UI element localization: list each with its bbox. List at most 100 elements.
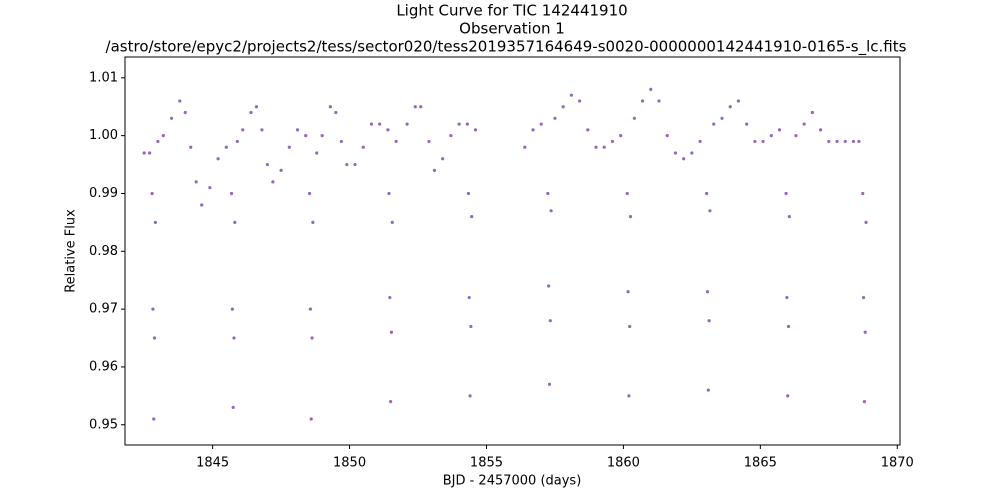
data-point	[786, 324, 791, 329]
data-point	[307, 191, 312, 196]
data-point	[394, 139, 398, 144]
data-point	[649, 87, 653, 91]
data-point	[469, 324, 473, 329]
data-point	[241, 128, 245, 132]
data-point	[794, 134, 798, 138]
data-point	[627, 394, 631, 398]
data-point	[707, 319, 711, 323]
data-point	[315, 151, 319, 155]
data-point	[389, 400, 393, 404]
data-point	[353, 162, 357, 167]
data-point	[432, 168, 437, 172]
data-point	[189, 145, 193, 149]
data-point	[150, 191, 154, 196]
data-point	[152, 417, 156, 421]
data-point	[388, 295, 392, 300]
data-point	[386, 128, 390, 132]
data-point	[712, 122, 716, 126]
data-point	[619, 134, 623, 138]
y-tick-label: 0.97	[89, 302, 118, 317]
y-axis-label: Relative Flux	[64, 209, 79, 293]
data-point	[235, 139, 239, 144]
data-point	[626, 290, 630, 294]
data-point	[861, 191, 865, 196]
data-point	[279, 168, 283, 172]
data-point	[547, 382, 552, 386]
data-point	[310, 336, 314, 340]
data-point	[470, 214, 474, 219]
data-point	[419, 105, 423, 109]
data-point	[857, 139, 861, 144]
data-point	[577, 99, 582, 103]
data-point	[835, 139, 839, 144]
data-point	[547, 284, 551, 288]
x-tick-label: 1855	[470, 456, 503, 471]
data-point	[786, 394, 790, 398]
data-point	[231, 405, 235, 410]
data-point	[345, 162, 349, 167]
data-point	[467, 295, 471, 300]
data-point	[169, 116, 174, 120]
data-point	[586, 128, 590, 132]
data-point	[628, 324, 632, 329]
data-point	[216, 157, 220, 161]
data-point	[745, 122, 749, 126]
data-point	[473, 128, 478, 132]
data-point	[602, 145, 606, 149]
data-point	[665, 134, 669, 138]
x-tick-label: 1865	[744, 456, 777, 471]
x-axis-label: BJD - 2457000 (days)	[443, 474, 582, 489]
data-point	[308, 307, 312, 311]
data-point	[523, 145, 527, 149]
data-point	[802, 122, 806, 126]
data-point	[320, 134, 324, 138]
y-tick-label: 1.00	[89, 128, 118, 143]
data-point	[339, 139, 343, 144]
data-point	[249, 110, 253, 115]
chart-title: Light Curve for TIC 142441910	[396, 2, 627, 20]
data-point	[777, 128, 782, 132]
data-point	[156, 139, 160, 144]
data-point	[785, 295, 789, 300]
data-point	[466, 191, 471, 196]
x-tick-label: 1850	[333, 456, 366, 471]
x-tick-label: 1870	[881, 456, 914, 471]
data-point	[260, 128, 264, 132]
data-point	[787, 214, 791, 219]
data-point	[863, 330, 867, 334]
data-point	[594, 145, 598, 149]
data-point	[539, 122, 543, 126]
data-point	[413, 105, 417, 109]
data-point	[449, 134, 453, 138]
data-point	[151, 307, 155, 311]
data-point	[548, 319, 552, 323]
data-point	[698, 139, 702, 144]
data-point	[142, 151, 146, 155]
data-point	[390, 220, 394, 224]
data-point	[457, 122, 461, 126]
data-point	[549, 209, 553, 213]
data-point	[728, 105, 732, 109]
data-point	[640, 99, 645, 103]
data-point	[309, 417, 313, 421]
data-point	[378, 122, 382, 126]
data-point	[862, 400, 866, 404]
x-tick-label: 1860	[607, 456, 640, 471]
data-point	[553, 116, 557, 120]
data-point	[610, 139, 615, 144]
data-point	[569, 93, 573, 97]
data-point	[827, 139, 831, 144]
data-point	[328, 105, 332, 109]
y-tick-label: 1.01	[89, 70, 118, 85]
data-point	[546, 191, 550, 196]
data-point	[720, 116, 724, 120]
data-point	[427, 139, 431, 144]
data-point	[311, 220, 315, 224]
data-point	[843, 139, 847, 144]
data-point	[232, 336, 236, 340]
data-point	[405, 122, 409, 126]
data-point	[708, 209, 712, 213]
y-tick-label: 0.96	[89, 359, 118, 374]
x-tick-label: 1845	[196, 456, 229, 471]
